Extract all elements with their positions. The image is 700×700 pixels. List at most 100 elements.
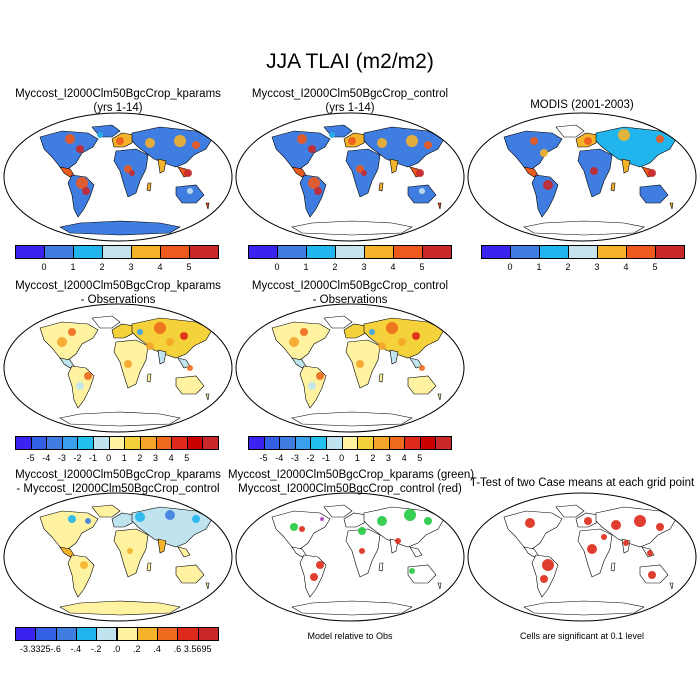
field-patch: [609, 142, 619, 152]
field-patch: [540, 575, 548, 583]
colorbar-segment: [75, 627, 98, 641]
colorbar-segment: [15, 627, 37, 641]
map-svg: [235, 112, 465, 242]
colorbar-segment: [481, 245, 511, 259]
colorbar-tick-label: -4: [42, 453, 51, 463]
land-greenland: [91, 315, 121, 329]
land-antarctica: [291, 220, 413, 236]
colorbar-segment: [341, 436, 359, 450]
colorbar-segment: [93, 436, 110, 450]
colorbar-segment: [44, 245, 74, 259]
colorbar-segment: [124, 436, 141, 450]
panel-title-7-line-1: Myccost_I2000Clm50BgcCrop_kparams (green…: [228, 469, 475, 481]
field-patch: [648, 571, 656, 579]
field-patch: [386, 322, 398, 334]
land-madagascar: [378, 182, 384, 192]
colorbar-tick-label: -3: [290, 453, 299, 463]
colorbar-segment: [435, 436, 452, 450]
colorbar-segment: [306, 245, 336, 259]
panel-title-2-line-1: Myccost_I2000Clm50BgcCrop_control: [251, 88, 449, 100]
colorbar-tick-label: 4: [390, 262, 396, 272]
field-patch: [356, 360, 364, 368]
colorbar-segment: [597, 245, 627, 259]
colorbar-tick-label: 3: [128, 262, 134, 272]
colorbar-segment: [15, 436, 32, 450]
field-patch: [525, 518, 535, 528]
land-madagascar: [146, 182, 152, 192]
field-patch: [419, 365, 425, 371]
colorbar-tick-label: 3.5695: [183, 644, 212, 654]
map-svg: [3, 112, 233, 242]
land-madagascar: [146, 562, 152, 572]
field-patch: [424, 517, 432, 525]
field-patch: [358, 527, 366, 535]
field-patch: [180, 332, 188, 340]
panel-title-2-line-2: (yrs 1-14): [325, 102, 375, 114]
colorbar-segment: [626, 245, 656, 259]
map-svg: [3, 303, 233, 433]
land-europe: [111, 512, 135, 528]
field-patch: [192, 141, 200, 149]
colorbar-segment: [248, 436, 265, 450]
colorbar-tick-label: -4: [275, 453, 284, 463]
figure-title: JJA TLAI (m2/m2): [266, 50, 434, 73]
map-svg: [235, 492, 465, 622]
colorbar-segment: [364, 245, 394, 259]
colorbar-segment: [202, 436, 219, 450]
colorbar-segment: [160, 245, 190, 259]
field-patch: [377, 138, 387, 148]
land-nz: [669, 202, 674, 210]
land-southAmerica: [67, 554, 95, 598]
field-patch: [406, 135, 418, 147]
panel-title-5: Myccost_I2000Clm50BgcCrop_control - Obse…: [232, 279, 468, 307]
field-patch: [135, 512, 145, 522]
colorbar-segment: [136, 627, 159, 641]
map-panel-ttest: [464, 491, 700, 623]
field-patch: [584, 517, 592, 525]
field-patch: [65, 134, 75, 144]
footnote-significance: Cells are significant at 0.1 level: [519, 631, 645, 641]
footnote-relative: Model relative to Obs: [307, 631, 393, 641]
colorbar-tick-label: -.4: [70, 644, 82, 654]
colorbar-tick-label: 1: [121, 453, 127, 463]
land-nz: [205, 393, 210, 401]
land-greenland: [555, 124, 585, 138]
colorbar-tick-label: 2: [99, 262, 105, 272]
colorbar-tick-label: -.2: [90, 644, 102, 654]
field-patch: [159, 540, 165, 546]
colorbar-tick-label: 1: [303, 262, 309, 272]
land-seAsia: [177, 546, 191, 558]
colorbar-segment: [419, 436, 437, 450]
colorbar-segment: [155, 436, 173, 450]
panel-title-3: MODIS (2001-2003): [464, 98, 700, 112]
field-patch: [542, 559, 554, 571]
land-madagascar: [378, 373, 384, 383]
colorbar-tick-label: -1: [89, 453, 98, 463]
field-patch: [543, 180, 553, 190]
field-patch: [419, 188, 425, 194]
colorbar-segment: [171, 436, 188, 450]
colorbar-tick-label: .0: [112, 644, 121, 654]
field-patch: [361, 170, 367, 176]
field-patch: [348, 137, 356, 145]
land-antarctica: [59, 600, 181, 616]
colorbar-tick-label: 4: [157, 262, 163, 272]
panel-title-3-line-1: MODIS (2001-2003): [530, 99, 634, 111]
land-northAmerica: [271, 321, 331, 361]
land-madagascar: [610, 562, 616, 572]
field-patch: [377, 516, 387, 526]
field-patch: [359, 548, 365, 554]
colorbar-segment: [131, 245, 161, 259]
colorbar-tick-label: -5: [26, 453, 35, 463]
panel-title-6-line-1: Myccost_I2000Clm50BgcCrop_kparams: [15, 469, 221, 481]
colorbar-segment: [326, 436, 343, 450]
land-northAmerica: [39, 130, 99, 170]
colorbar-segment: [404, 436, 421, 450]
field-patch: [611, 520, 621, 530]
land-seAsia: [409, 546, 423, 558]
land-northAmerica: [271, 130, 331, 170]
colorbar-tick-label: 5: [186, 262, 192, 272]
panel-title-8-line-1: T-Test of two Case means at each grid po…: [469, 477, 695, 489]
land-madagascar: [378, 562, 384, 572]
colorbar-tick-label: 0: [41, 262, 47, 272]
